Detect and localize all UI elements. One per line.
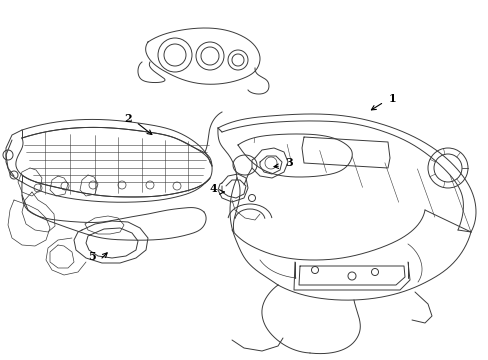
Text: 4: 4	[209, 183, 217, 194]
Text: 2: 2	[124, 113, 132, 123]
Text: 5: 5	[88, 251, 96, 261]
Text: 3: 3	[285, 157, 292, 167]
Text: 1: 1	[387, 93, 395, 104]
